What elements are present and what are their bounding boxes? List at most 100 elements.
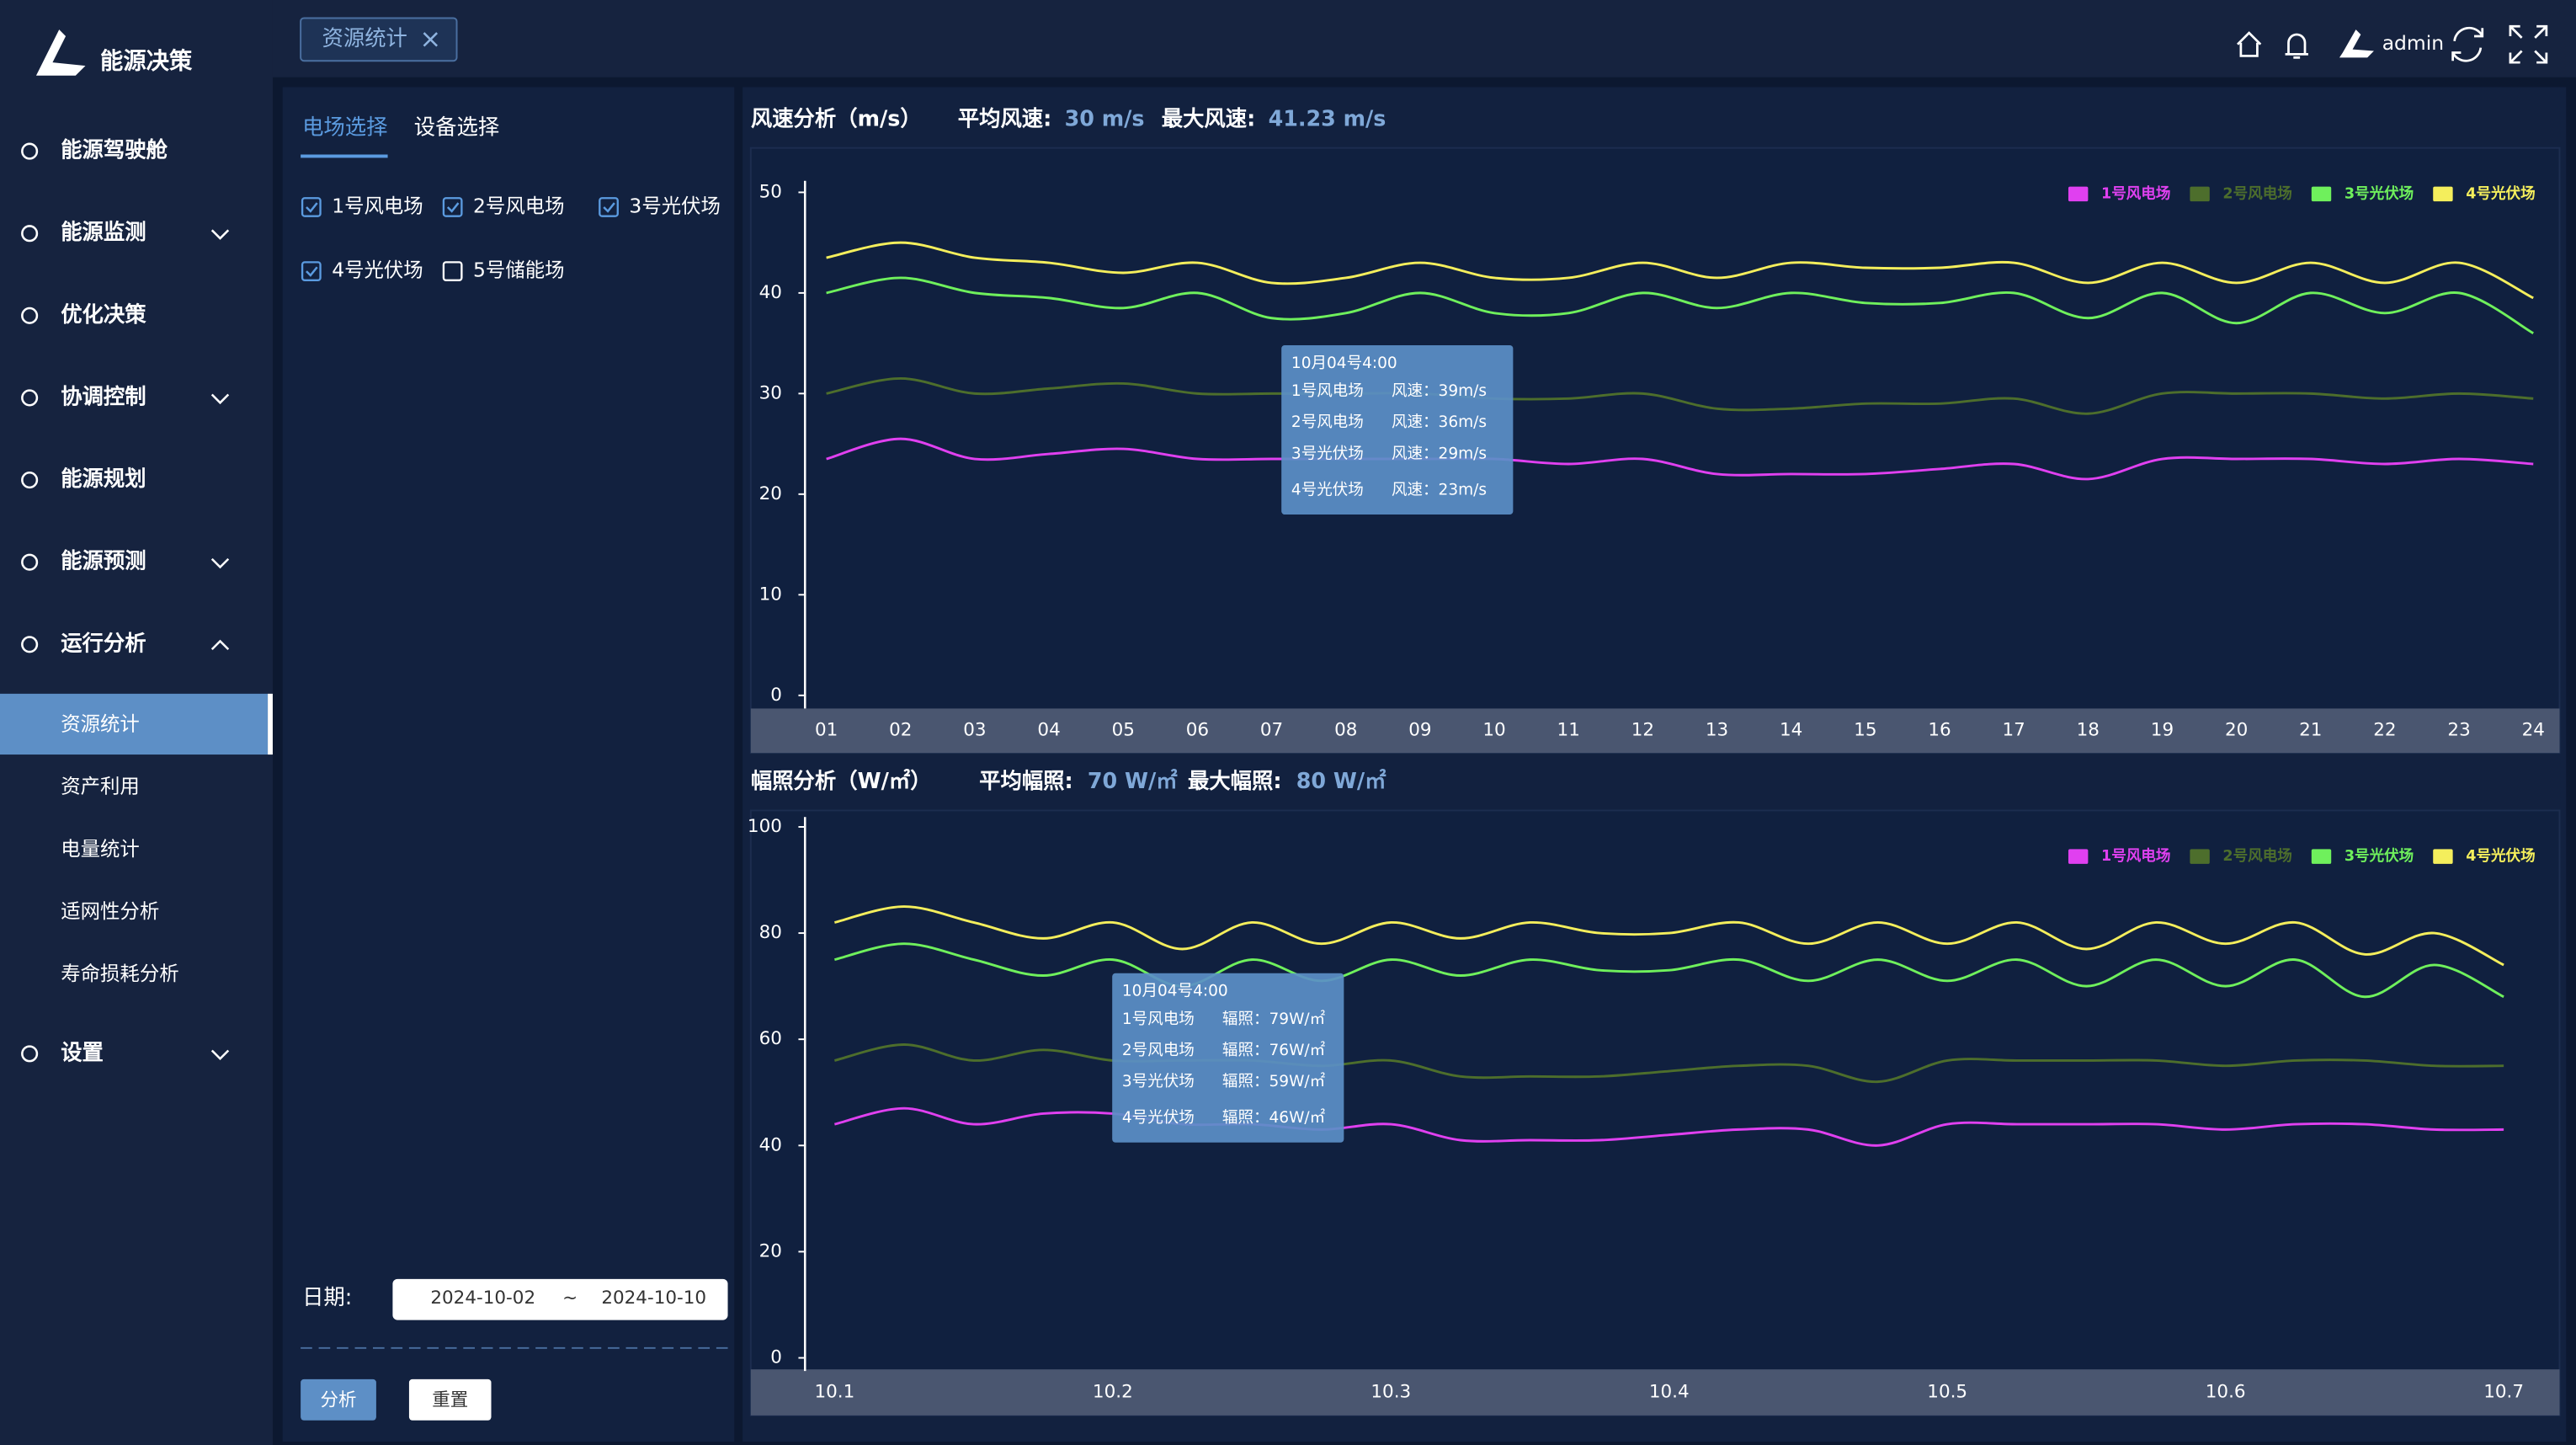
checkbox-tick[interactable] [603, 202, 615, 213]
checkbox[interactable] [301, 197, 322, 217]
bell-icon[interactable] [2285, 33, 2308, 59]
legend-swatch[interactable] [2068, 849, 2089, 864]
submenu-item[interactable]: 寿命损耗分析 [61, 962, 178, 985]
series-line [826, 241, 2534, 300]
menu-item[interactable]: 协调控制 [61, 383, 146, 408]
logo-icon [35, 29, 86, 76]
stat-label: 最大幅照: [1188, 768, 1282, 793]
legend-label[interactable]: 2号风电场 [2222, 847, 2291, 865]
checkbox-tick[interactable] [446, 202, 460, 213]
x-tick-label: 05 [1112, 720, 1135, 741]
logo-text: 能源决策 [100, 48, 193, 75]
checkbox-label[interactable]: 5号储能场 [473, 259, 565, 282]
legend-swatch[interactable] [2190, 186, 2210, 202]
stat-label: 平均幅照: [979, 768, 1073, 793]
menu-icon [21, 142, 39, 160]
legend-label[interactable]: 1号风电场 [2101, 847, 2170, 865]
chart-area [749, 147, 2561, 754]
y-tick-label: 40 [759, 282, 782, 303]
checkbox-label[interactable]: 4号光伏场 [332, 259, 423, 282]
x-tick-label: 10.1 [814, 1382, 854, 1403]
legend-swatch[interactable] [2068, 186, 2089, 202]
legend-swatch[interactable] [2311, 849, 2332, 864]
analyze-button-label[interactable]: 分析 [321, 1389, 357, 1410]
avatar-icon[interactable] [2339, 29, 2374, 58]
panel-tab[interactable]: 电场选择 [302, 114, 387, 139]
chevron[interactable] [210, 557, 230, 569]
checkbox-label[interactable]: 2号风电场 [473, 194, 565, 217]
menu-item[interactable]: 运行分析 [61, 630, 146, 655]
tooltip-name: 1号风电场 [1122, 1010, 1195, 1028]
tab-close[interactable] [423, 32, 439, 47]
checkbox-tick[interactable] [306, 202, 318, 213]
submenu-item[interactable]: 电量统计 [61, 837, 140, 861]
analyze-button[interactable] [301, 1378, 376, 1421]
legend-label[interactable]: 2号风电场 [2222, 184, 2291, 202]
x-tick-label: 20 [2225, 720, 2248, 741]
menu-item[interactable]: 能源规划 [61, 466, 146, 491]
x-tick-label: 03 [963, 720, 986, 741]
checkbox-label[interactable]: 3号光伏场 [629, 194, 721, 217]
refresh-icon[interactable] [2451, 26, 2484, 62]
legend-label[interactable]: 3号光伏场 [2344, 184, 2414, 202]
x-tick-label: 10.6 [2206, 1382, 2246, 1403]
legend-label[interactable]: 1号风电场 [2101, 184, 2170, 202]
menu-item[interactable]: 能源驾驶舱 [61, 137, 168, 163]
submenu-item[interactable]: 适网性分析 [61, 899, 159, 923]
chevron[interactable] [210, 1049, 230, 1061]
y-tick-label: 0 [770, 1347, 782, 1368]
x-tick-label: 10 [1482, 720, 1505, 741]
tooltip-title: 10月04号4:00 [1122, 983, 1228, 1000]
x-tick-label: 23 [2447, 720, 2470, 741]
legend-label[interactable]: 3号光伏场 [2344, 847, 2414, 865]
x-tick-label: 24 [2522, 720, 2545, 741]
checkbox[interactable] [599, 197, 619, 217]
reset-button-label[interactable]: 重置 [432, 1389, 468, 1410]
date-input[interactable] [392, 1278, 728, 1320]
panel-tab[interactable]: 设备选择 [414, 114, 499, 139]
tab-label[interactable]: 资源统计 [322, 25, 407, 51]
legend-label[interactable]: 4号光伏场 [2466, 184, 2535, 202]
menu-item[interactable]: 能源预测 [61, 548, 146, 573]
checkbox-tick[interactable] [306, 266, 318, 277]
fullscreen-icon[interactable] [2509, 24, 2548, 64]
x-tick-label: 10.3 [1370, 1382, 1411, 1403]
legend-swatch[interactable] [2433, 849, 2453, 864]
x-tick-label: 07 [1260, 720, 1283, 741]
series-line [826, 376, 2534, 415]
x-tick-label: 16 [1928, 720, 1951, 741]
chart-area [749, 809, 2561, 1416]
reset-button[interactable] [408, 1378, 492, 1421]
checkbox[interactable] [301, 261, 322, 282]
menu-item[interactable]: 优化决策 [61, 301, 146, 327]
tooltip-value: 风速：29m/s [1392, 445, 1487, 462]
checkbox-label[interactable]: 1号风电场 [332, 194, 423, 217]
legend-label[interactable]: 4号光伏场 [2466, 847, 2535, 865]
x-tick-label: 09 [1408, 720, 1431, 741]
menu-item[interactable]: 设置 [61, 1039, 104, 1064]
legend-swatch[interactable] [2190, 849, 2210, 864]
legend-swatch[interactable] [2311, 186, 2332, 202]
date-end[interactable]: 2024-10-10 [601, 1288, 706, 1309]
chevron[interactable] [210, 639, 230, 651]
chart-title: 幅照分析（W/㎡） [751, 768, 932, 793]
legend-swatch[interactable] [2433, 186, 2453, 202]
x-tick-label: 17 [2002, 720, 2025, 741]
date-start[interactable]: 2024-10-02 [430, 1288, 535, 1309]
x-tick-label: 12 [1631, 720, 1654, 741]
tooltip-value: 辐照：76W/㎡ [1222, 1041, 1326, 1059]
submenu-item[interactable]: 资产利用 [61, 775, 140, 798]
menu-active-bg [0, 693, 269, 755]
tooltip-value: 辐照：46W/㎡ [1222, 1108, 1326, 1127]
submenu-item[interactable]: 资源统计 [61, 712, 140, 735]
user-name[interactable]: admin [2382, 31, 2444, 55]
chevron[interactable] [210, 393, 230, 405]
tooltip-value: 风速：39m/s [1392, 382, 1487, 400]
menu-item[interactable]: 能源监测 [61, 219, 146, 244]
checkbox[interactable] [442, 261, 463, 282]
home-icon[interactable] [2237, 31, 2262, 57]
x-tick-label: 10.2 [1093, 1382, 1133, 1403]
checkbox[interactable] [442, 197, 463, 217]
tab[interactable] [300, 17, 458, 62]
chevron[interactable] [210, 229, 230, 240]
